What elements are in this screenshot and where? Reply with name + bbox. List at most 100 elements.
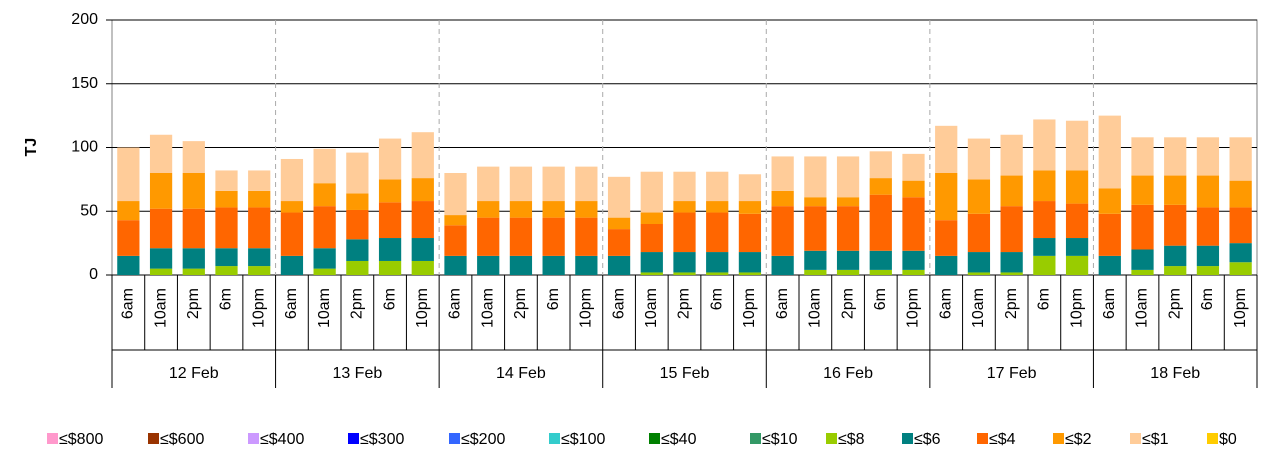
bar-segment xyxy=(411,238,434,261)
x-tick-label: 6am xyxy=(610,288,627,319)
legend-swatch xyxy=(1207,433,1218,444)
bar-segment xyxy=(869,151,892,179)
bar-segment xyxy=(673,201,696,213)
bar-segment xyxy=(248,207,271,249)
bar-segment xyxy=(1229,262,1252,275)
bar-segment xyxy=(738,201,762,214)
bar-segment xyxy=(1033,119,1056,171)
bar-segment xyxy=(1131,249,1154,270)
bar-segment xyxy=(738,272,762,275)
bar-segment xyxy=(869,178,892,195)
bar-segment xyxy=(738,213,762,253)
bar-segment xyxy=(1033,255,1056,275)
x-tick-label: 6m xyxy=(381,288,398,310)
bar-segment xyxy=(1000,252,1023,273)
bar-segment xyxy=(640,212,663,224)
legend-swatch xyxy=(750,433,761,444)
bar-segment xyxy=(444,215,467,226)
bar-segment xyxy=(967,213,991,253)
bar-segment xyxy=(673,272,696,275)
bar-segment xyxy=(149,134,173,173)
bar-segment xyxy=(1000,272,1023,275)
bar-segment xyxy=(1131,175,1154,205)
bar-segment xyxy=(444,255,467,275)
bar-segment xyxy=(869,250,892,270)
legend-label: ≤$1 xyxy=(1142,431,1169,448)
y-tick-label: 200 xyxy=(71,11,98,28)
bar-segment xyxy=(313,268,336,275)
legend-label: ≤$6 xyxy=(914,431,941,448)
bar-segment xyxy=(477,201,500,218)
group-label: 12 Feb xyxy=(169,365,219,382)
bar-segment xyxy=(346,239,369,261)
bar-segment xyxy=(575,166,598,202)
bar-segment xyxy=(1065,203,1089,239)
bar-segment xyxy=(967,272,991,275)
bar-segment xyxy=(149,248,173,269)
bar-segment xyxy=(902,153,925,181)
x-tick-label: 10am xyxy=(479,288,496,328)
bar-segment xyxy=(248,190,271,208)
bar-segment xyxy=(673,171,696,202)
bar-segment xyxy=(346,209,369,240)
bar-segment xyxy=(1131,137,1154,176)
legend-swatch xyxy=(549,433,560,444)
bar-segment xyxy=(117,255,140,275)
bar-segment xyxy=(149,208,173,249)
bar-segment xyxy=(378,202,402,239)
bar-segment xyxy=(313,248,336,269)
bar-segment xyxy=(1164,266,1187,275)
bar-segment xyxy=(673,212,696,253)
x-tick-label: 6m xyxy=(218,288,235,310)
bar-segment xyxy=(1000,175,1023,207)
bar-segment xyxy=(1229,207,1252,244)
bar-segment xyxy=(1196,245,1220,267)
bar-segment xyxy=(836,197,860,207)
bar-segment xyxy=(215,248,238,267)
x-tick-label: 10pm xyxy=(741,288,758,328)
x-tick-label: 6am xyxy=(120,288,137,319)
bar-segment xyxy=(902,269,925,275)
bar-segment xyxy=(313,183,336,207)
bar-segment xyxy=(1164,175,1187,205)
bar-segment xyxy=(182,208,205,249)
bar-segment xyxy=(280,255,304,275)
bar-segment xyxy=(378,260,402,275)
bar-segment xyxy=(1098,255,1121,275)
bar-segment xyxy=(738,252,762,273)
bar-segment xyxy=(509,217,533,256)
bar-segment xyxy=(804,206,827,251)
bar-segment xyxy=(575,217,598,256)
bar-segment xyxy=(640,252,663,273)
bar-segment xyxy=(542,217,565,256)
legend-label: ≤$8 xyxy=(838,431,865,448)
legend-label: ≤$40 xyxy=(661,431,697,448)
bar-segment xyxy=(378,138,402,180)
y-axis-label: TJ xyxy=(23,138,40,157)
x-tick-label: 10pm xyxy=(578,288,595,328)
bar-segment xyxy=(575,201,598,218)
bar-segment xyxy=(248,266,271,275)
x-tick-label: 10am xyxy=(643,288,660,328)
bar-segment xyxy=(771,156,794,191)
legend-swatch xyxy=(977,433,988,444)
group-label: 18 Feb xyxy=(1150,365,1200,382)
bar-segment xyxy=(313,206,336,249)
bar-segment xyxy=(1065,238,1089,256)
bar-segment xyxy=(935,220,958,256)
x-tick-label: 10am xyxy=(970,288,987,328)
bar-segment xyxy=(248,170,271,191)
bar-segment xyxy=(607,176,631,218)
legend-label: ≤$10 xyxy=(762,431,798,448)
bar-segment xyxy=(804,156,827,198)
x-tick-label: 10am xyxy=(316,288,333,328)
legend-swatch xyxy=(1053,433,1064,444)
legend-swatch xyxy=(449,433,460,444)
x-tick-label: 6m xyxy=(1036,288,1053,310)
legend-label: ≤$400 xyxy=(260,431,304,448)
bar-segment xyxy=(1000,206,1023,253)
bar-segment xyxy=(1098,115,1121,189)
bar-segment xyxy=(935,125,958,173)
x-tick-label: 6am xyxy=(447,288,464,319)
bar-segment xyxy=(935,173,958,221)
